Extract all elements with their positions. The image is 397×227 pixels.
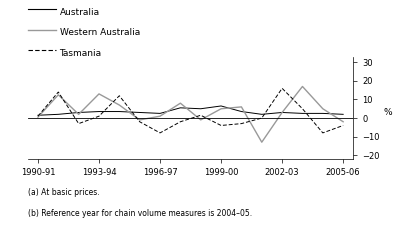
Text: (a) At basic prices.: (a) At basic prices. [28, 188, 99, 197]
Text: Western Australia: Western Australia [60, 28, 140, 37]
Text: Australia: Australia [60, 8, 100, 17]
Y-axis label: %: % [384, 108, 393, 117]
Text: (b) Reference year for chain volume measures is 2004–05.: (b) Reference year for chain volume meas… [28, 209, 252, 218]
Text: Tasmania: Tasmania [60, 49, 102, 58]
